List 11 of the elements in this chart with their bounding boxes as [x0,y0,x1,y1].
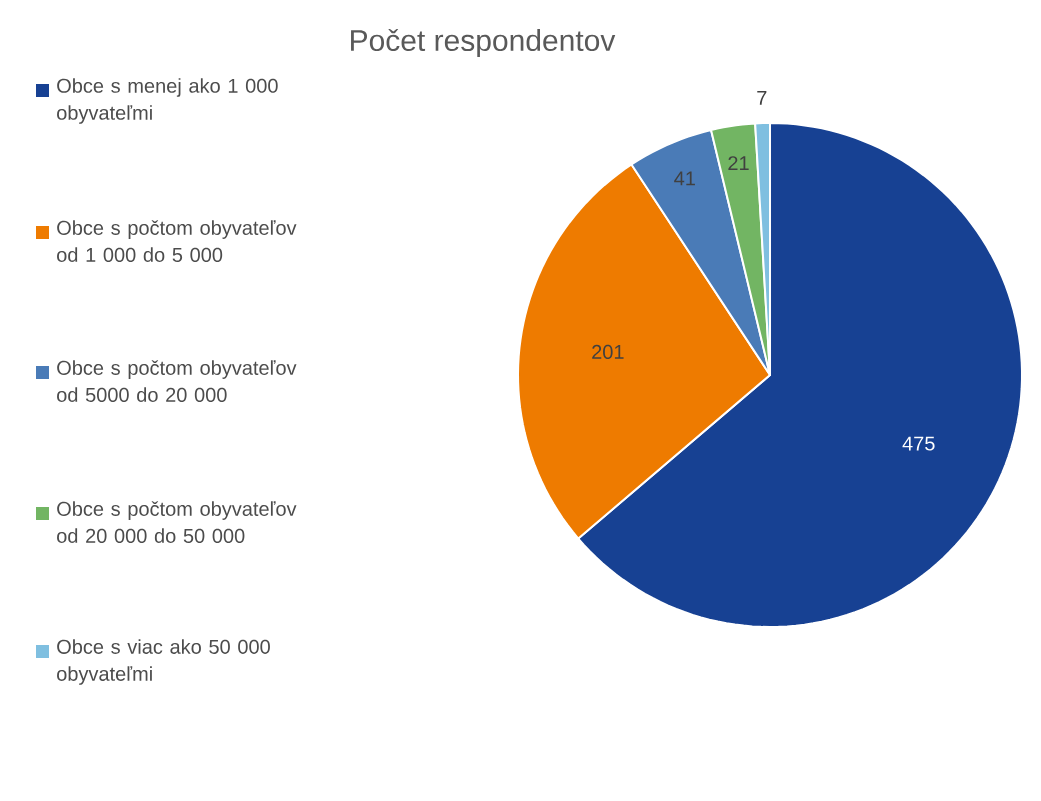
data-label: 21 [728,156,749,171]
legend-label: Obce s menej ako 1 000 obyvateľmi [57,78,278,124]
data-label: 475 [902,436,935,451]
data-label: 41 [674,171,695,186]
legend-label: Obce s počtom obyvateľov od 1 000 do 5 000 [57,220,297,262]
data-label: 7 [757,91,767,105]
chart-title: Počet respondentov [351,28,616,58]
legend-label: Obce s počtom obyvateľov od 5000 do 20 000 [57,360,297,402]
data-label: 201 [592,344,624,360]
legend-label: Obce s viac ako 50 000 obyvateľmi [57,639,270,685]
legend-label: Obce s počtom obyvateľov od 20 000 do 50 000 [57,501,297,543]
